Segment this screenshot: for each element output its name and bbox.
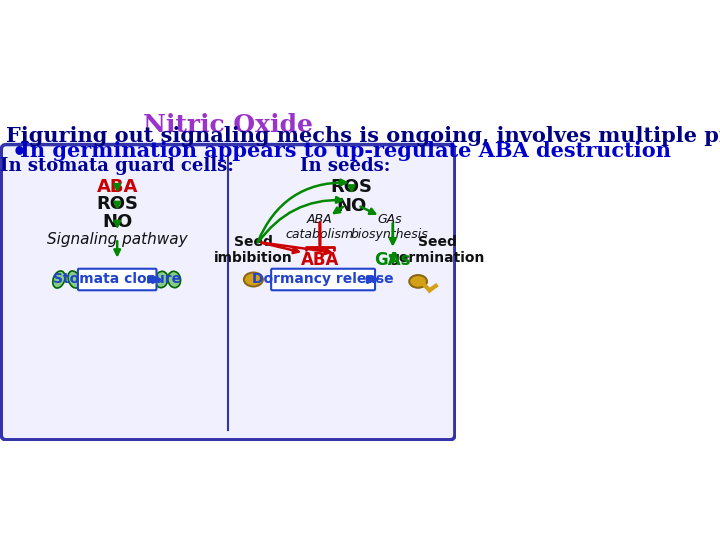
Text: ABA: ABA <box>96 178 138 196</box>
FancyBboxPatch shape <box>271 269 375 291</box>
Text: ROS: ROS <box>96 195 138 213</box>
Text: ABA
catabolism: ABA catabolism <box>286 213 354 241</box>
Text: •: • <box>12 141 27 165</box>
Ellipse shape <box>168 271 181 288</box>
Text: Figuring out signaling mechs is ongoing, involves multiple processes: Figuring out signaling mechs is ongoing,… <box>6 126 720 146</box>
Text: Nitric Oxide: Nitric Oxide <box>143 113 313 137</box>
Ellipse shape <box>409 275 427 288</box>
Text: In stomata guard cells:: In stomata guard cells: <box>0 157 234 176</box>
Text: Dormancy release: Dormancy release <box>252 272 394 286</box>
Ellipse shape <box>68 271 80 288</box>
Text: GAs
biosynthesis: GAs biosynthesis <box>351 213 428 241</box>
Text: Signaling pathway: Signaling pathway <box>47 232 187 247</box>
FancyBboxPatch shape <box>78 269 156 291</box>
Text: Seed
imbibition: Seed imbibition <box>214 235 293 265</box>
FancyBboxPatch shape <box>1 145 455 440</box>
Text: NO: NO <box>336 197 366 214</box>
Text: In seeds:: In seeds: <box>300 157 390 176</box>
Ellipse shape <box>53 271 65 288</box>
Text: In germination appears to up-regulate ABA destruction: In germination appears to up-regulate AB… <box>20 141 671 161</box>
Text: NO: NO <box>102 213 132 231</box>
Text: ROS: ROS <box>330 178 372 196</box>
Ellipse shape <box>155 271 168 288</box>
Text: ABA: ABA <box>301 251 339 269</box>
Text: GAs: GAs <box>374 251 411 269</box>
Ellipse shape <box>244 273 263 287</box>
Text: Seed
germination: Seed germination <box>390 235 485 265</box>
Text: Stomata closure: Stomata closure <box>53 272 181 286</box>
